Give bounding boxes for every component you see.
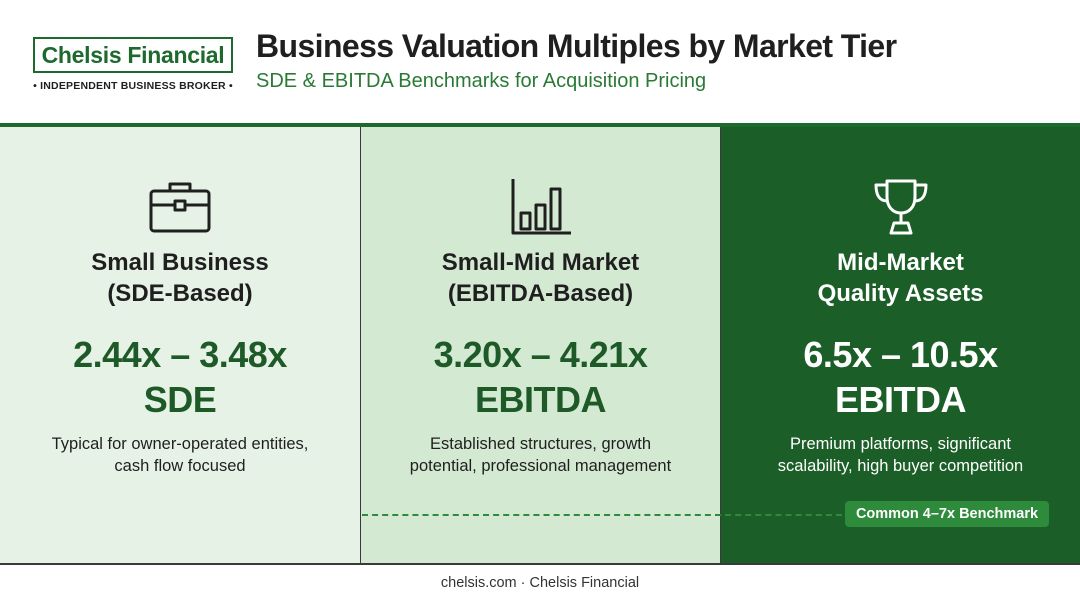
tier-metric: EBITDA [835, 379, 967, 420]
tier-title-line1: Mid-Market [837, 249, 964, 276]
logo-tagline: • INDEPENDENT BUSINESS BROKER • [33, 80, 233, 92]
tier-title: Small Business (SDE-Based) [0, 247, 360, 309]
tier-description: Premium platforms, significant scalabili… [721, 433, 1080, 477]
tier-title: Small-Mid Market (EBITDA-Based) [361, 247, 720, 309]
tier-metric: SDE [143, 379, 217, 420]
tier-desc-line1: Typical for owner-operated entities, [51, 435, 309, 453]
benchmark-badge: Common 4–7x Benchmark [845, 501, 1049, 527]
tier-description: Typical for owner-operated entities, cas… [0, 433, 360, 477]
footer-divider [0, 563, 1080, 565]
tier-multiple: 3.20x – 4.21x EBITDA [361, 332, 720, 422]
logo-name: Chelsis Financial [41, 41, 225, 68]
header-divider [0, 123, 1080, 127]
page-title: Business Valuation Multiples by Market T… [256, 28, 897, 64]
tier-description: Established structures, growth potential… [361, 433, 720, 477]
panel-separator [719, 127, 721, 563]
footer-text: chelsis.com · Chelsis Financial [440, 575, 640, 591]
tier-title-line2: (EBITDA-Based) [447, 280, 634, 307]
tier-title-line1: Small Business [91, 249, 269, 276]
tier-panel-mid-market: Mid-Market Quality Assets 6.5x – 10.5x E… [721, 127, 1080, 563]
tier-panel-small-mid-market: Small-Mid Market (EBITDA-Based) 3.20x – … [361, 127, 720, 563]
tier-multiple: 6.5x – 10.5x EBITDA [721, 332, 1080, 422]
tier-range: 2.44x – 3.48x [73, 334, 287, 375]
tier-title-line1: Small-Mid Market [441, 249, 640, 276]
page-subtitle: SDE & EBITDA Benchmarks for Acquisition … [256, 70, 707, 92]
tier-title-line2: Quality Assets [817, 280, 984, 307]
bar-chart-icon [511, 179, 571, 235]
trophy-icon [874, 179, 927, 235]
tier-desc-line2: scalability, high buyer competition [777, 457, 1024, 475]
tier-desc-line2: potential, professional management [409, 457, 672, 475]
tier-range: 6.5x – 10.5x [803, 334, 998, 375]
benchmark-line [362, 514, 842, 516]
tier-range: 3.20x – 4.21x [433, 334, 648, 375]
tier-desc-line1: Premium platforms, significant [790, 435, 1011, 453]
tier-title-line2: (SDE-Based) [107, 280, 253, 307]
tier-metric: EBITDA [475, 379, 607, 420]
header: Chelsis Financial • INDEPENDENT BUSINESS… [0, 0, 1080, 124]
tier-desc-line2: cash flow focused [114, 457, 246, 475]
logo: Chelsis Financial [33, 37, 233, 73]
panel-separator [359, 127, 361, 563]
tier-desc-line1: Established structures, growth [429, 435, 652, 453]
tier-title: Mid-Market Quality Assets [721, 247, 1080, 309]
tier-multiple: 2.44x – 3.48x SDE [0, 332, 360, 422]
tier-panel-small-business: Small Business (SDE-Based) 2.44x – 3.48x… [0, 127, 360, 563]
briefcase-icon [149, 182, 211, 233]
